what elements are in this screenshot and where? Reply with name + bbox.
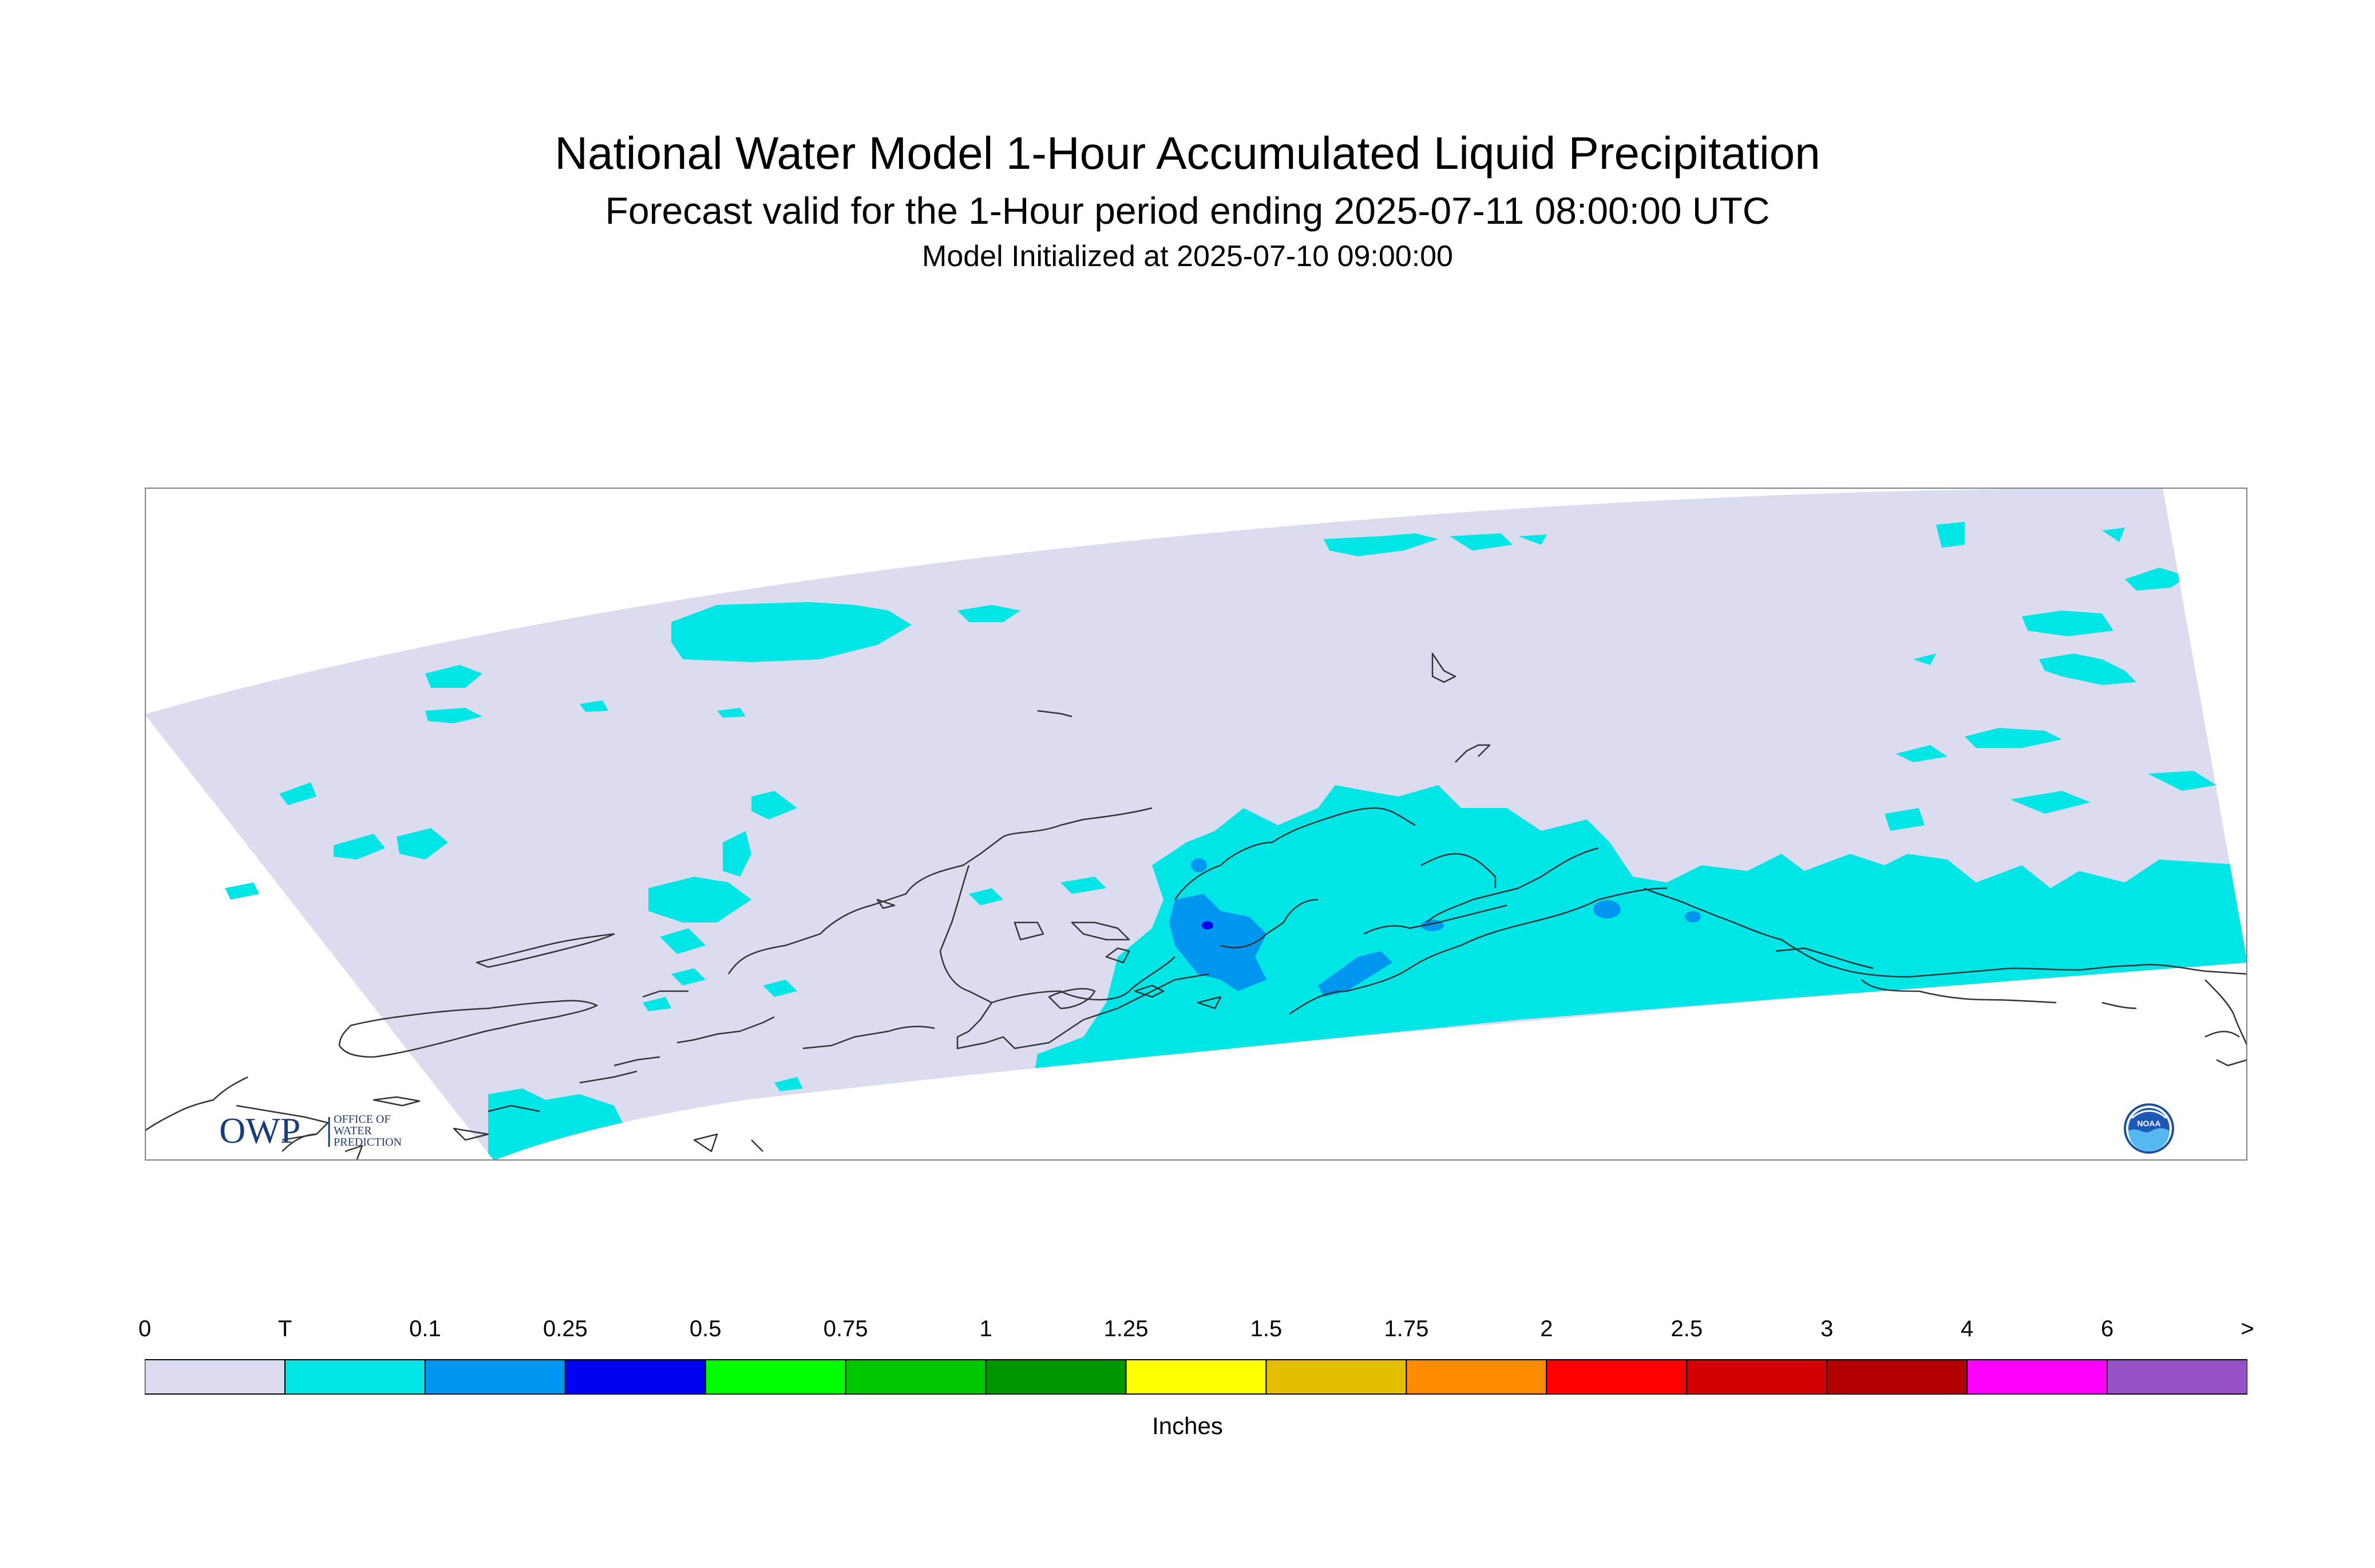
legend-labels: 0 T 0.1 0.25 0.5 0.75 1 1.25 1.5 1.75 2 2.5 3 4 6 > — [0, 1316, 2375, 1351]
legend-swatch — [704, 1359, 846, 1395]
noaa-logo-text: NOAA — [2137, 1119, 2160, 1128]
trace-patch-8 — [2022, 611, 2113, 636]
trace-patch-5 — [1518, 534, 1547, 545]
legend-swatch — [284, 1359, 426, 1395]
trace-patch-10 — [2125, 568, 2188, 591]
trace-patch-1 — [671, 602, 912, 662]
owp-logo-line2: WATER — [334, 1124, 372, 1137]
trace-patch-3 — [1324, 533, 1438, 556]
noaa-logo: NOAA — [2124, 1103, 2174, 1154]
trace-patch-9 — [2039, 654, 2136, 685]
light-precip-spot-2 — [1191, 858, 1207, 872]
legend-label: 2 — [1540, 1316, 1553, 1341]
legend-label: 3 — [1820, 1316, 1834, 1341]
light-precip-spot — [1593, 900, 1621, 918]
trace-patch-13 — [1896, 745, 1948, 762]
light-precip-band — [1318, 951, 1392, 997]
trace-precip-band — [1032, 785, 2247, 1088]
trace-precip-east — [2079, 888, 2247, 974]
trace-patch-26 — [648, 877, 751, 922]
legend-swatch — [1406, 1359, 1547, 1395]
trace-patch-6 — [2102, 528, 2125, 542]
precipitation-map: OWP OFFICE OF WATER PREDICTION NOAA — [145, 488, 2247, 1161]
owp-logo-line1: OFFICE OF — [334, 1113, 390, 1126]
legend-label: 0.5 — [689, 1316, 722, 1341]
legend-label: 6 — [2100, 1316, 2114, 1341]
legend-swatch — [2107, 1359, 2247, 1395]
coastline — [145, 652, 2247, 1161]
legend-label: 0.25 — [543, 1316, 588, 1341]
trace-patch-28 — [969, 888, 1003, 905]
trace-patch-12 — [1965, 728, 2062, 748]
trace-patch-33 — [763, 980, 797, 997]
legend-label: 4 — [1961, 1316, 1974, 1341]
trace-patch-15 — [2148, 771, 2216, 791]
owp-logo-line3: PREDICTION — [334, 1136, 402, 1149]
trace-patch-32 — [643, 997, 671, 1011]
trace-patch-19 — [580, 700, 608, 712]
legend-label: T — [278, 1316, 292, 1341]
legend-units: Inches — [1152, 1412, 1223, 1439]
legend-label: 1.25 — [1103, 1316, 1149, 1341]
owp-logo: OWP OFFICE OF WATER PREDICTION — [219, 1110, 402, 1151]
legend-label: 1.5 — [1250, 1316, 1282, 1341]
legend-label: 0.1 — [409, 1316, 441, 1341]
light-precip-spot-4 — [1685, 911, 1701, 922]
heavy-precip-spot — [1202, 921, 1213, 929]
trace-patch-7 — [1936, 522, 1965, 548]
trace-patch-22 — [334, 834, 385, 860]
trace-patch-18 — [425, 708, 482, 723]
trace-patch-29 — [1060, 877, 1106, 894]
legend-swatch — [564, 1359, 706, 1395]
trace-patch-21 — [279, 782, 316, 805]
trace-patch-24 — [751, 791, 797, 819]
trace-patch-30 — [225, 882, 259, 900]
trace-patch-31 — [671, 968, 706, 985]
trace-patch-25 — [723, 831, 751, 877]
legend-label: > — [2241, 1316, 2254, 1341]
trace-patch-16 — [1885, 808, 1925, 831]
trace-patch-27 — [660, 928, 706, 954]
model-initialized-line: Model Initialized at 2025-07-10 09:00:00 — [922, 240, 1453, 273]
trace-patch-2 — [957, 605, 1020, 622]
legend-swatch — [1265, 1359, 1407, 1395]
model-domain — [145, 488, 2247, 1161]
legend-swatch — [1966, 1359, 2108, 1395]
legend-swatch — [1686, 1359, 1828, 1395]
forecast-valid-subtitle: Forecast valid for the 1-Hour period end… — [605, 189, 1770, 232]
legend-swatch — [1546, 1359, 1688, 1395]
light-precip-core — [1169, 894, 1266, 991]
trace-patch-4 — [1450, 533, 1513, 551]
legend-label: 1 — [979, 1316, 992, 1341]
trace-patch-14 — [2010, 791, 2091, 814]
legend-swatch — [845, 1359, 987, 1395]
owp-logo-text: OWP — [219, 1110, 300, 1151]
map-title: National Water Model 1-Hour Accumulated … — [555, 128, 1820, 179]
legend-label: 0.75 — [823, 1316, 868, 1341]
trace-patch-20 — [717, 708, 746, 718]
trace-patch-17 — [425, 665, 482, 688]
legend-label: 2.5 — [1671, 1316, 1703, 1341]
legend-swatch — [1826, 1359, 1968, 1395]
legend-label: 1.75 — [1384, 1316, 1429, 1341]
legend-color-bar — [145, 1359, 2247, 1395]
trace-patch-23 — [397, 828, 448, 860]
legend-swatch — [145, 1359, 286, 1395]
map-frame — [145, 488, 2247, 1161]
legend-swatch — [424, 1359, 566, 1395]
trace-patch-11 — [1913, 654, 1936, 665]
legend-swatch — [1125, 1359, 1267, 1395]
trace-patch-34 — [774, 1077, 803, 1091]
legend-label: 0 — [138, 1316, 152, 1341]
legend-swatch — [985, 1359, 1127, 1395]
